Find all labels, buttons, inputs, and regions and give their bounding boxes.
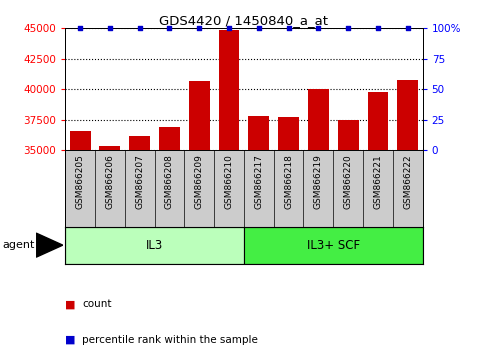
Point [196,25,203,31]
Bar [308,89,329,150]
Text: GSM866210: GSM866210 [225,154,233,209]
Bar [338,120,358,150]
Text: GSM866219: GSM866219 [314,154,323,209]
Text: GSM866207: GSM866207 [135,154,144,209]
Text: IL3: IL3 [146,239,163,252]
Point [136,25,143,31]
Text: GSM866218: GSM866218 [284,154,293,209]
Text: GSM866206: GSM866206 [105,154,114,209]
Point [106,25,114,31]
Point [404,25,412,31]
Bar [159,127,180,150]
Bar [278,118,299,150]
Point [285,25,293,31]
Text: GSM866208: GSM866208 [165,154,174,209]
Text: GSM866209: GSM866209 [195,154,204,209]
Point [225,25,233,31]
Text: count: count [82,299,112,309]
Text: GSM866220: GSM866220 [344,154,353,209]
Point [344,25,352,31]
Bar [248,116,269,150]
Point [255,25,263,31]
Point [314,25,322,31]
Text: ■: ■ [65,299,76,309]
Point [374,25,382,31]
Point [76,25,84,31]
Bar [368,92,388,150]
Title: GDS4420 / 1450840_a_at: GDS4420 / 1450840_a_at [159,14,328,27]
Bar [129,136,150,150]
Polygon shape [36,233,63,257]
Bar [189,81,210,150]
Text: GSM866217: GSM866217 [255,154,263,209]
Text: percentile rank within the sample: percentile rank within the sample [82,335,258,345]
Text: IL3+ SCF: IL3+ SCF [307,239,360,252]
Text: GSM866205: GSM866205 [76,154,85,209]
Bar [70,131,90,150]
Text: GSM866221: GSM866221 [373,154,383,209]
Bar [219,29,240,150]
Bar [99,145,120,150]
Text: agent: agent [2,240,35,250]
Bar [244,227,423,264]
Point [166,25,173,31]
Text: GSM866222: GSM866222 [403,154,412,209]
Text: ■: ■ [65,335,76,345]
Bar [398,80,418,150]
Bar [65,227,244,264]
